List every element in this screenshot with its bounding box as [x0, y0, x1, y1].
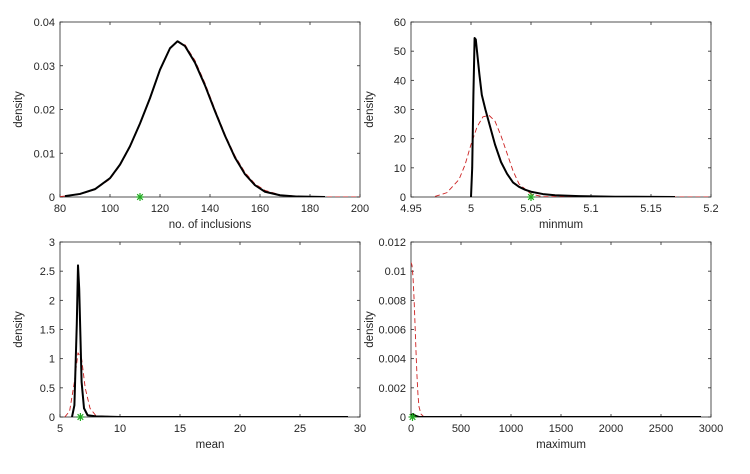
- x-axis-label: maximum: [536, 439, 586, 451]
- x-tick-label: 5: [468, 203, 474, 215]
- marker-stroke: [136, 193, 144, 201]
- observed-value-marker: [136, 193, 144, 201]
- x-tick-label: 4.95: [400, 203, 421, 215]
- x-tick-label: 1500: [549, 423, 573, 435]
- y-tick-label: 40: [394, 75, 406, 87]
- chart-panel-4: 0 500 1000 1500 2000 2500 3000 0 0.002 0.004 0.006…: [364, 237, 723, 451]
- x-tick-label: 20: [234, 423, 246, 435]
- marker-stroke: [409, 413, 416, 421]
- x-tick-label: 30: [354, 423, 366, 435]
- y-tick-label: 0: [400, 192, 406, 204]
- x-axis-label: mean: [196, 439, 225, 451]
- chart-panel-3: 5 10 15 20 25 30 0 0.5 1 1.5 2 2.5 3 mean density: [13, 237, 366, 451]
- y-tick-label: 0.01: [385, 266, 406, 278]
- chart-panel-2: 4.95 5 5.05 5.1 5.15 5.2 0 10 20 30 40 50 60 minmum de…: [364, 17, 719, 231]
- x-tick-label: 15: [174, 423, 186, 435]
- x-tick-label: 80: [54, 203, 66, 215]
- x-tick-label: 5.2: [703, 203, 718, 215]
- x-tick-label: 200: [351, 203, 369, 215]
- y-tick-label: 2.5: [40, 266, 55, 278]
- x-tick-label: 160: [251, 203, 269, 215]
- plot-area-frame: [410, 241, 712, 418]
- x-tick-label: 2000: [599, 423, 623, 435]
- observed-value-marker: [76, 413, 85, 421]
- x-tick-label: 3000: [699, 423, 723, 435]
- plot-area-frame: [59, 241, 361, 418]
- y-tick-label: 2: [49, 295, 55, 307]
- x-tick-label: 1000: [499, 423, 523, 435]
- x-tick-label: 0: [408, 423, 414, 435]
- marker-stroke: [77, 413, 84, 421]
- y-axis-label: density: [13, 91, 25, 128]
- y-tick-label: 0.012: [378, 237, 406, 249]
- y-tick-label: 20: [394, 134, 406, 146]
- y-tick-label: 0: [400, 412, 406, 424]
- x-tick-label: 500: [452, 423, 470, 435]
- x-axis-label: no. of inclusions: [169, 219, 252, 231]
- y-tick-label: 1: [49, 354, 55, 366]
- x-tick-label: 120: [151, 203, 169, 215]
- y-tick-label: 0.006: [378, 325, 406, 337]
- plot-area-frame: [410, 21, 712, 198]
- y-tick-label: 3: [49, 237, 55, 249]
- y-tick-label: 0.02: [34, 105, 55, 117]
- y-tick-label: 10: [394, 163, 406, 175]
- empirical-density-line: [470, 37, 676, 197]
- y-tick-label: 0.004: [378, 354, 406, 366]
- fitted-density-line: [411, 262, 701, 417]
- y-tick-label: 0.002: [378, 383, 406, 395]
- y-axis-label: density: [364, 91, 376, 128]
- empirical-density-line: [64, 40, 326, 197]
- x-tick-label: 10: [114, 423, 126, 435]
- y-tick-label: 0.008: [378, 295, 406, 307]
- observed-value-marker: [408, 413, 417, 421]
- x-tick-label: 140: [201, 203, 219, 215]
- x-tick-label: 5.15: [640, 203, 661, 215]
- observed-value-marker: [527, 193, 535, 201]
- x-tick-label: 5.05: [520, 203, 541, 215]
- x-tick-label: 5.1: [583, 203, 598, 215]
- chart-panel-1: 80 100 120 140 160 180 200 0 0.01 0.02 0.03 0.04 no.…: [13, 17, 369, 231]
- y-tick-label: 60: [394, 17, 406, 29]
- marker-stroke: [527, 193, 535, 201]
- empirical-density-line: [71, 264, 348, 417]
- y-tick-label: 0.03: [34, 61, 55, 73]
- x-tick-label: 180: [301, 203, 319, 215]
- y-tick-label: 0.5: [40, 383, 55, 395]
- y-tick-label: 0: [49, 192, 55, 204]
- x-tick-label: 5: [57, 423, 63, 435]
- y-tick-label: 50: [394, 46, 406, 58]
- y-tick-label: 0.01: [34, 148, 55, 160]
- y-tick-label: 30: [394, 105, 406, 117]
- x-tick-label: 2500: [649, 423, 673, 435]
- y-tick-label: 1.5: [40, 325, 55, 337]
- y-tick-label: 0: [49, 412, 55, 424]
- y-axis-label: density: [364, 311, 376, 348]
- fitted-density-line: [64, 352, 348, 417]
- x-tick-label: 25: [294, 423, 306, 435]
- plot-area-frame: [59, 21, 361, 198]
- x-tick-label: 100: [101, 203, 119, 215]
- y-tick-label: 0.04: [34, 17, 55, 29]
- y-axis-label: density: [13, 311, 25, 348]
- x-axis-label: minmum: [539, 219, 583, 231]
